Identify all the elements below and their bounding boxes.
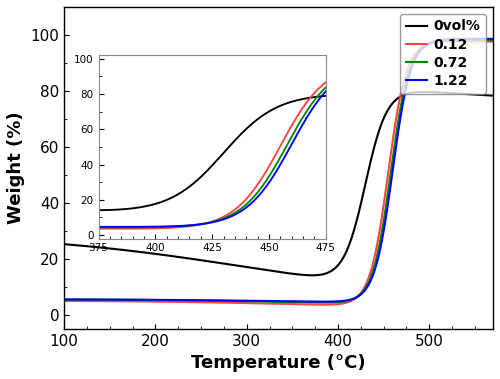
0.72 bbox=[482, 38, 488, 42]
0vol% bbox=[490, 93, 496, 98]
1.22 bbox=[436, 38, 442, 42]
1.22 bbox=[490, 37, 496, 41]
1.22 bbox=[320, 299, 326, 304]
Legend: 0vol%, 0.12, 0.72, 1.22: 0vol%, 0.12, 0.72, 1.22 bbox=[400, 14, 486, 94]
Line: 0.72: 0.72 bbox=[64, 40, 493, 302]
1.22 bbox=[244, 299, 250, 303]
0.72 bbox=[320, 300, 326, 305]
0vol% bbox=[244, 265, 250, 269]
0.12 bbox=[61, 299, 67, 303]
1.22 bbox=[226, 298, 232, 303]
0.12 bbox=[320, 302, 326, 307]
0.12 bbox=[482, 39, 488, 44]
0.72 bbox=[466, 38, 471, 42]
0vol% bbox=[421, 89, 427, 94]
0.12 bbox=[110, 299, 116, 304]
0.72 bbox=[226, 299, 232, 303]
Y-axis label: Weight (%): Weight (%) bbox=[7, 111, 25, 224]
0vol% bbox=[61, 242, 67, 246]
0vol% bbox=[110, 247, 116, 251]
0.12 bbox=[436, 40, 442, 44]
Line: 0.12: 0.12 bbox=[64, 41, 493, 305]
0.72 bbox=[110, 298, 116, 302]
0vol% bbox=[136, 249, 141, 254]
0vol% bbox=[482, 93, 488, 97]
0vol% bbox=[310, 273, 316, 277]
1.22 bbox=[136, 298, 141, 302]
0.72 bbox=[244, 299, 250, 304]
1.22 bbox=[482, 36, 488, 41]
Line: 0vol%: 0vol% bbox=[64, 92, 493, 275]
0vol% bbox=[436, 90, 442, 95]
0.12 bbox=[460, 39, 466, 44]
0.12 bbox=[490, 39, 496, 44]
0.12 bbox=[136, 299, 141, 304]
0.72 bbox=[61, 297, 67, 302]
1.22 bbox=[61, 297, 67, 302]
0vol% bbox=[226, 262, 232, 266]
0.12 bbox=[244, 301, 250, 305]
0.72 bbox=[490, 38, 496, 42]
0.72 bbox=[136, 298, 141, 302]
1.22 bbox=[470, 36, 476, 41]
1.22 bbox=[110, 297, 116, 302]
X-axis label: Temperature (°C): Temperature (°C) bbox=[192, 354, 366, 372]
0.12 bbox=[226, 301, 232, 305]
Line: 1.22: 1.22 bbox=[64, 39, 493, 302]
0.72 bbox=[436, 39, 442, 44]
